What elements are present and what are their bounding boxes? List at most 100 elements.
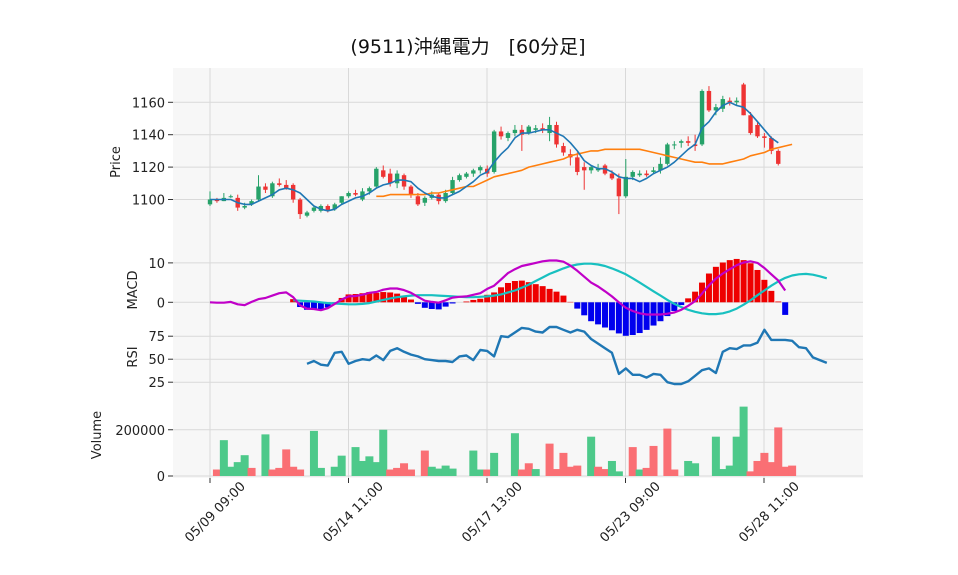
volume-bar — [490, 452, 499, 476]
candle-body — [623, 176, 628, 197]
volume-bar — [711, 436, 720, 476]
rsi-ylabel: RSI — [126, 346, 141, 367]
y-tick-label: 1120 — [132, 161, 165, 176]
volume-bar — [524, 463, 533, 476]
macd-hist-bar — [782, 302, 789, 315]
macd-hist-bar — [366, 292, 373, 303]
candle-body — [554, 124, 559, 145]
volume-bar — [552, 469, 561, 476]
candle-body — [381, 170, 386, 177]
macd-hist-bar — [421, 302, 428, 308]
candle-body — [457, 175, 462, 181]
macd-hist-bar — [622, 302, 629, 336]
candle-body — [672, 144, 677, 146]
candle-body — [256, 186, 261, 200]
indicator-lines — [209, 101, 828, 386]
candle-body — [311, 207, 317, 211]
y-tick-label: 25 — [148, 376, 165, 391]
macd-hist-bar — [442, 302, 449, 307]
macd-hist-bar — [643, 302, 650, 330]
volume-bar — [746, 471, 755, 476]
volume-bar — [635, 469, 644, 476]
candle-body — [339, 196, 344, 203]
candle-body — [228, 196, 233, 198]
volume-bar — [607, 460, 616, 476]
y-tick-label: 0 — [157, 470, 165, 485]
volume-bar — [289, 466, 298, 476]
candle-body — [478, 167, 483, 171]
volume-bar — [400, 463, 409, 476]
y-tick-labels: 1100 1120 1140 1160 0 10 25 50 75 0 200000 — [115, 96, 765, 485]
candle-body — [394, 173, 400, 184]
volume-bar — [781, 466, 790, 476]
candle-body — [297, 199, 303, 215]
volume-bar — [337, 455, 346, 476]
volume-bar — [594, 466, 603, 476]
candle-body — [699, 90, 705, 145]
volume-bar — [559, 452, 568, 476]
macd-hist-bar — [380, 292, 387, 303]
macd-hist-bar — [463, 301, 470, 303]
candle-body — [450, 180, 455, 194]
price-ylabel: Price — [109, 146, 124, 178]
volume-bar — [587, 436, 596, 476]
candle-body — [651, 170, 656, 172]
candle-body — [713, 107, 719, 111]
candle-body — [332, 204, 337, 210]
candle-body — [290, 184, 296, 200]
y-tick-label: 1160 — [132, 96, 165, 111]
x-tick-label-5: 05/28 11:00 — [736, 479, 803, 546]
candle-body — [207, 199, 213, 205]
macd-hist-bar — [775, 301, 782, 303]
candle-body — [734, 100, 739, 103]
volume-bar — [365, 456, 374, 476]
candle-body — [464, 173, 469, 177]
candle-body — [679, 141, 684, 143]
volume-bar — [753, 460, 762, 476]
volume-bar — [233, 462, 242, 476]
volume-bar — [739, 406, 748, 476]
macd-hist-bar — [574, 302, 581, 309]
volume-bar — [282, 449, 291, 476]
price-panel — [173, 68, 863, 252]
candle-body — [575, 157, 580, 172]
macd-hist-bar — [484, 294, 491, 303]
y-tick-label: 1140 — [132, 129, 165, 144]
macd-hist-bar — [414, 302, 421, 304]
macd-hist-bar — [615, 302, 622, 334]
volume-bar — [247, 467, 256, 476]
candle-body — [720, 99, 726, 109]
macd-hist-bar — [317, 302, 324, 311]
macd-hist-bar — [588, 302, 595, 322]
y-tick-label: 50 — [148, 353, 165, 368]
candle-body — [422, 197, 428, 203]
candle-body — [367, 188, 372, 192]
macd-hist-bar — [525, 282, 532, 303]
x-tick-label-3: 05/17 13:00 — [459, 479, 526, 546]
candle-body — [741, 84, 746, 116]
candle-body — [353, 193, 358, 195]
candle-body — [270, 183, 275, 197]
y-tick-label: 0 — [157, 296, 165, 311]
volume-bar — [732, 436, 741, 476]
candle-body — [561, 146, 566, 153]
macd-hist-bar — [685, 298, 692, 303]
signal-line — [293, 262, 828, 316]
macd-hist-bar — [477, 298, 484, 303]
candle-body — [519, 129, 525, 135]
macd-hist-bar — [373, 292, 380, 303]
macd-hist-bar — [671, 302, 678, 311]
candle-body — [242, 205, 247, 208]
macd-hist-bar — [449, 302, 456, 304]
volume-bar — [351, 447, 360, 476]
macd-hist-bar — [435, 302, 442, 310]
candle-body — [685, 141, 691, 143]
volume-bar — [663, 428, 672, 476]
macd-hist-bar — [304, 302, 311, 310]
volume-bar — [275, 467, 284, 476]
macd-hist-bar — [581, 302, 588, 316]
macd-hist-bar — [747, 263, 754, 303]
volume-bar — [296, 469, 305, 476]
volume-bar — [649, 445, 658, 476]
candle-body — [512, 129, 518, 134]
